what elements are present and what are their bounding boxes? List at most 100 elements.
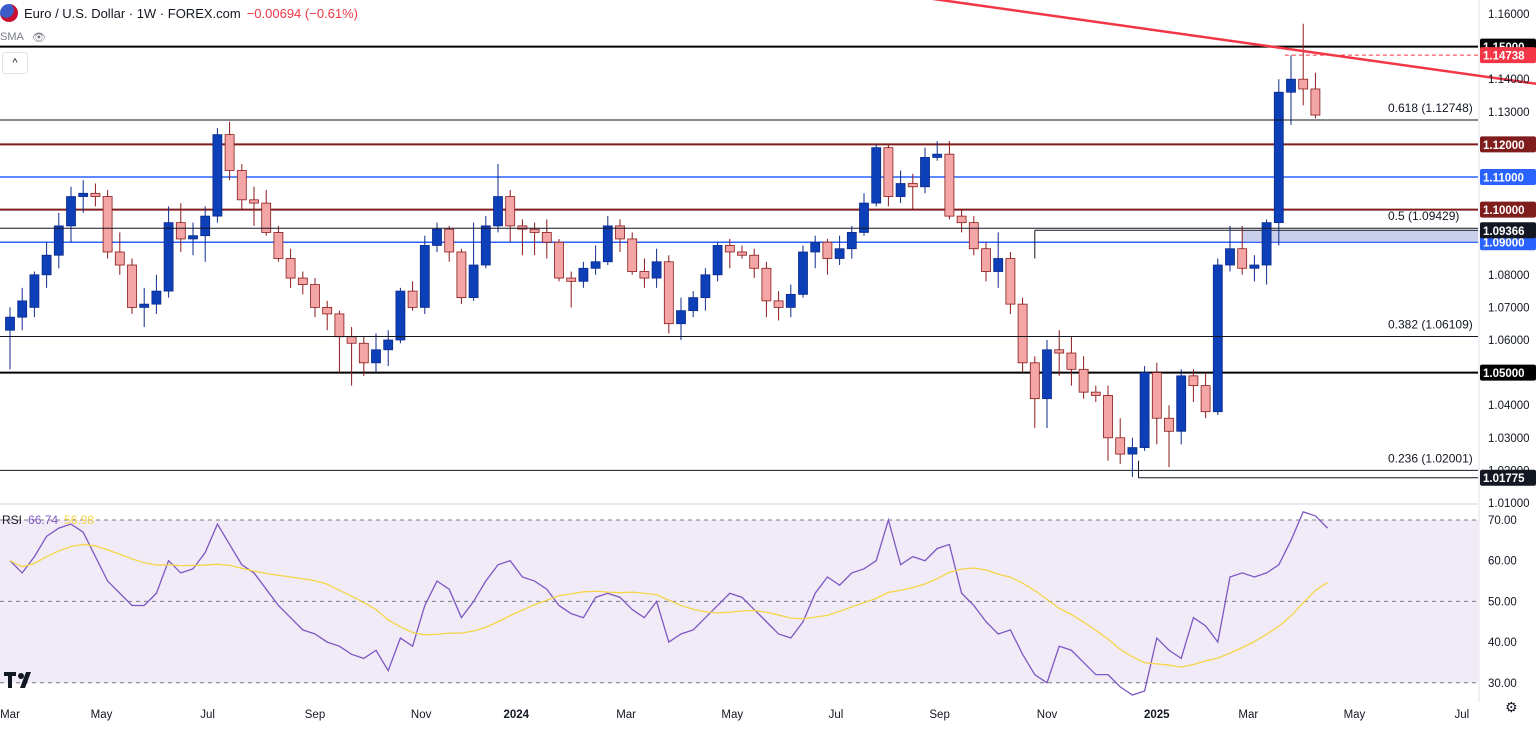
candle-bearish xyxy=(322,300,333,331)
candle-body xyxy=(737,251,747,256)
sma-indicator-label[interactable]: SMA xyxy=(0,31,24,43)
rsi-tick-label: 30.00 xyxy=(1488,678,1517,690)
candle-body xyxy=(761,267,772,302)
candle-bearish xyxy=(1103,385,1113,461)
candle-body xyxy=(1286,78,1296,93)
time-tick-label: Jul xyxy=(200,709,215,721)
level-price-tag xyxy=(1480,169,1536,185)
candle-bearish xyxy=(554,238,564,282)
price-tag xyxy=(1480,47,1536,64)
candle-bullish xyxy=(871,144,882,207)
gear-icon[interactable]: ⚙ xyxy=(1505,699,1518,715)
rsi-label[interactable]: RSI xyxy=(2,513,23,527)
candle-body xyxy=(1139,372,1150,448)
time-tick-label: 2025 xyxy=(1144,709,1170,721)
candle-bearish xyxy=(456,248,467,305)
candle-body xyxy=(724,245,735,253)
candle-body xyxy=(1017,303,1028,364)
price-tag-label: 1.14738 xyxy=(1483,51,1525,63)
candle-body xyxy=(822,241,833,259)
candle-bearish xyxy=(907,173,918,210)
time-tick-label: May xyxy=(721,709,743,721)
candle-bearish xyxy=(505,190,516,243)
candle-bearish xyxy=(1005,251,1016,314)
price-tick-label: 1.06000 xyxy=(1488,335,1530,347)
candle-body xyxy=(53,225,64,256)
support-zone xyxy=(1242,230,1478,243)
time-tick-label: Mar xyxy=(616,709,636,721)
candle-body xyxy=(907,183,918,188)
candle-body xyxy=(639,271,650,279)
time-tick-label: Nov xyxy=(1037,709,1058,721)
candle-body xyxy=(517,225,528,230)
level-price-label: 1.09000 xyxy=(1483,238,1525,250)
candle-body xyxy=(932,153,943,158)
tradingview-logo-icon[interactable] xyxy=(2,668,38,690)
symbol-legend: Euro / U.S. Dollar · 1W · FOREX.com −0.0… xyxy=(0,0,358,26)
candle-body xyxy=(444,228,455,253)
candle-body xyxy=(78,192,89,197)
candle-bullish xyxy=(700,268,711,311)
candle-bearish xyxy=(346,326,357,386)
candle-body xyxy=(1237,248,1248,269)
candle-bullish xyxy=(212,128,223,223)
candle-body xyxy=(529,228,540,233)
candle-body xyxy=(407,290,418,308)
fib-label: 0.5 (1.09429) xyxy=(1388,209,1459,223)
candle-bullish xyxy=(1286,55,1296,125)
candle-body xyxy=(29,274,40,308)
candle-bullish xyxy=(419,235,430,314)
candle-body xyxy=(993,258,1004,272)
rsi-sma-value: 56.98 xyxy=(64,513,95,527)
candle-bearish xyxy=(102,190,113,259)
candle-bullish xyxy=(468,222,479,301)
candle-bullish xyxy=(493,163,503,233)
candle-body xyxy=(834,248,845,259)
candle-body xyxy=(285,258,296,279)
candle-body xyxy=(127,264,137,308)
price-tick-label: 1.01000 xyxy=(1488,498,1530,510)
price-tag-label: 1.01775 xyxy=(1483,473,1525,485)
candle-bullish xyxy=(578,261,589,288)
candle-bearish xyxy=(285,248,296,288)
candle-bearish xyxy=(224,121,235,181)
price-tick-label: 1.16000 xyxy=(1488,9,1530,21)
collapse-legend-button[interactable]: ^ xyxy=(2,52,28,74)
candle-body xyxy=(505,196,516,227)
candle-body xyxy=(773,300,784,308)
candle-bearish xyxy=(761,261,772,318)
eye-slash-icon[interactable]: 👁 xyxy=(31,31,46,44)
rsi-legend: RSI 66.74 56.98 xyxy=(2,513,94,527)
candle-bullish xyxy=(66,186,76,243)
level-price-tag xyxy=(1480,136,1536,153)
candle-body xyxy=(1127,447,1138,455)
candle-bearish xyxy=(1310,72,1321,119)
candle-bearish xyxy=(944,141,955,220)
candle-bullish xyxy=(846,225,857,259)
candle-bearish xyxy=(1054,330,1065,376)
candle-body xyxy=(90,192,101,197)
candle-bearish xyxy=(1188,369,1199,402)
candle-bullish xyxy=(810,235,821,269)
candle-body xyxy=(200,215,211,237)
candle-bearish xyxy=(981,242,991,282)
candle-bullish xyxy=(1176,369,1187,445)
time-tick-label: Jul xyxy=(1454,709,1469,721)
candle-bearish xyxy=(1017,297,1028,373)
price-tag-label: 1.09366 xyxy=(1483,226,1525,238)
candle-body xyxy=(102,196,113,253)
candle-body xyxy=(163,222,174,292)
candle-bearish xyxy=(773,291,784,321)
symbol-title[interactable]: Euro / U.S. Dollar · 1W · FOREX.com xyxy=(24,5,241,21)
candle-body xyxy=(1029,362,1040,400)
candle-body xyxy=(212,134,223,217)
time-tick-label: Sep xyxy=(305,709,325,721)
candle-bullish xyxy=(932,141,943,161)
candle-body xyxy=(310,284,320,308)
price-tick-label: 1.13000 xyxy=(1488,107,1530,119)
candle-body xyxy=(175,222,186,240)
candle-body xyxy=(346,336,357,344)
candle-bullish xyxy=(602,216,613,266)
